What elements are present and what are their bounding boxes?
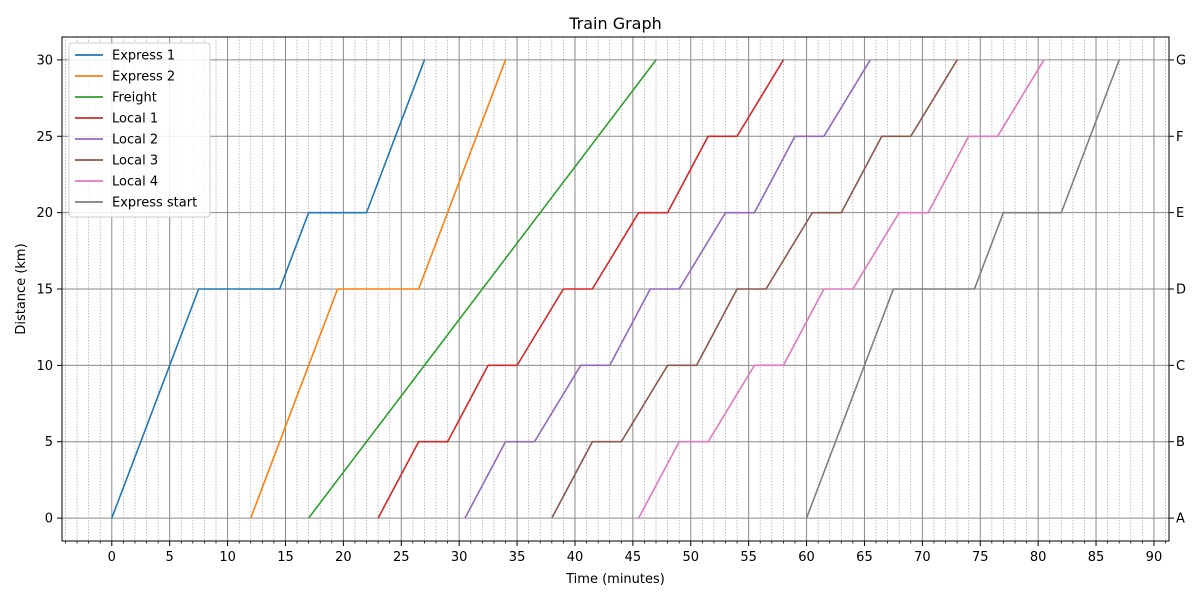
x-tick-label: 5 [166, 550, 174, 565]
x-tick-label: 45 [625, 550, 642, 565]
legend-label: Local 2 [112, 133, 158, 148]
series-line-local-3 [551, 59, 958, 519]
x-tick-label: 85 [1088, 550, 1105, 565]
legend-label: Local 3 [112, 154, 158, 169]
series-line-local-1 [377, 59, 785, 519]
chart-title: Train Graph [568, 14, 662, 33]
station-label: E [1176, 206, 1184, 221]
x-tick-label: 70 [914, 550, 931, 565]
station-label: F [1176, 130, 1183, 145]
legend-label: Local 4 [112, 175, 158, 190]
x-tick-label: 65 [856, 550, 873, 565]
station-label: A [1176, 512, 1185, 527]
x-tick-label: 90 [1146, 550, 1163, 565]
legend-label: Express 2 [112, 70, 175, 85]
y-tick-label: 5 [45, 435, 53, 450]
series-line-express-1 [111, 59, 426, 519]
series-line-express-start [805, 59, 1120, 519]
x-tick-label: 20 [335, 550, 352, 565]
y-axis-title: Distance (km) [14, 243, 29, 334]
series-line-freight [308, 59, 657, 519]
x-tick-label: 50 [682, 550, 699, 565]
x-tick-label: 35 [509, 550, 526, 565]
y-tick-label: 10 [36, 359, 53, 374]
series-line-local-4 [637, 59, 1045, 519]
legend-box [68, 42, 211, 218]
x-tick-label: 60 [798, 550, 815, 565]
y-tick-label: 15 [36, 283, 53, 298]
legend-label: Local 1 [112, 112, 158, 127]
legend-label: Express start [112, 196, 197, 211]
x-tick-label: 15 [277, 550, 294, 565]
x-tick-label: 80 [1030, 550, 1047, 565]
plot-area: 0 5 10 15 20 25 30 35 40 45 50 55 60 65 70 75 80 85 90 0 5 10… [36, 36, 1186, 565]
x-axis-title: Time (minutes) [565, 572, 665, 587]
x-tick-label: 55 [740, 550, 757, 565]
legend: Express 1 Express 2 Freight Local 1 Local 2 L… [68, 42, 211, 218]
series-line-express-2 [250, 59, 507, 519]
x-tick-label: 30 [451, 550, 468, 565]
legend-label: Express 1 [112, 49, 175, 64]
x-tick-label: 10 [219, 550, 236, 565]
y-tick-label: 0 [45, 512, 53, 527]
station-label: D [1176, 283, 1186, 298]
station-label: C [1176, 359, 1185, 374]
y-tick-label: 20 [36, 206, 53, 221]
station-label: B [1176, 435, 1185, 450]
x-tick-label: 40 [567, 550, 584, 565]
y-tick-label: 25 [36, 130, 53, 145]
legend-label: Freight [112, 91, 157, 106]
x-tick-label: 25 [393, 550, 410, 565]
station-label: G [1176, 53, 1186, 68]
series-line-local-2 [464, 59, 871, 519]
x-tick-label: 75 [972, 550, 989, 565]
x-tick-label: 0 [108, 550, 116, 565]
y-tick-label: 30 [36, 53, 53, 68]
